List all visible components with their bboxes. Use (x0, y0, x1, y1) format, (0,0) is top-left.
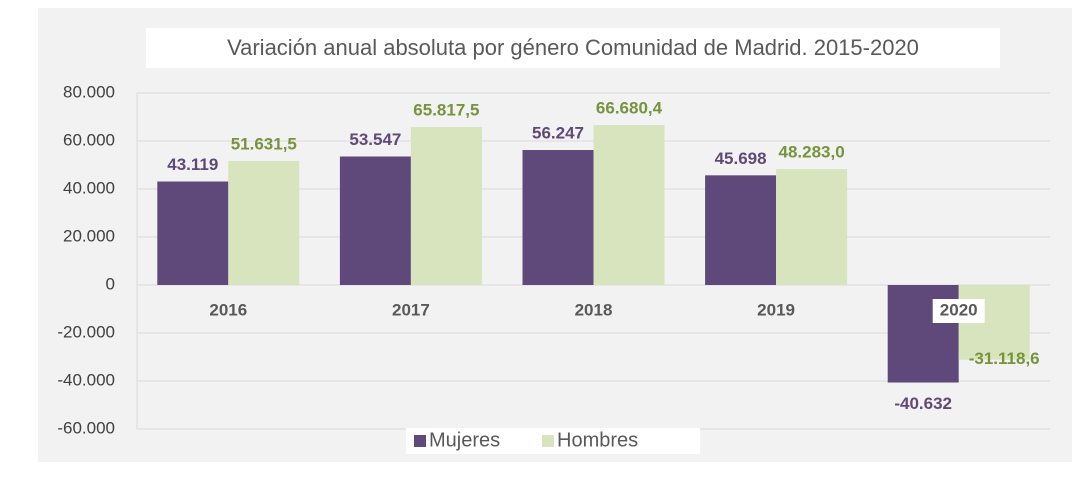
bar (705, 175, 777, 285)
x-tick-label: 2016 (209, 300, 247, 319)
legend-label: Mujeres (429, 429, 500, 451)
y-tick-label: 0 (106, 274, 115, 293)
data-label: -31.118,6 (969, 349, 1040, 368)
y-tick-label: -20.000 (57, 322, 115, 341)
chart-title: Variación anual absoluta por género Comu… (227, 35, 919, 60)
bar (776, 169, 848, 285)
data-label: 66.680,4 (596, 98, 663, 117)
legend-label: Hombres (557, 429, 638, 451)
data-label: 53.547 (349, 130, 401, 149)
data-label: 65.817,5 (413, 101, 479, 120)
y-tick-label: 60.000 (63, 130, 115, 149)
x-tick-label: 2017 (392, 300, 430, 319)
bar (339, 156, 411, 285)
y-tick-label: -60.000 (57, 418, 115, 437)
legend-swatch (414, 435, 426, 447)
data-label: -40.632 (894, 394, 952, 413)
y-tick-label: 80.000 (63, 82, 115, 101)
bar (410, 127, 482, 286)
data-label: 56.247 (532, 123, 584, 142)
x-tick-label: 2019 (757, 300, 795, 319)
data-label: 45.698 (715, 149, 767, 168)
data-label: 48.283,0 (779, 143, 845, 162)
bar (228, 161, 300, 285)
y-tick-label: 20.000 (63, 226, 115, 245)
legend-swatch (542, 435, 554, 447)
bar (593, 124, 665, 285)
y-tick-label: 40.000 (63, 178, 115, 197)
bar (157, 181, 229, 285)
data-label: 51.631,5 (231, 135, 297, 154)
x-tick-label: 2020 (940, 300, 978, 319)
bar (522, 150, 594, 285)
y-tick-label: -40.000 (57, 370, 115, 389)
x-tick-label: 2018 (575, 300, 613, 319)
title-box (146, 28, 1000, 68)
data-label: 43.119 (167, 155, 218, 174)
category-label-box (932, 299, 985, 323)
